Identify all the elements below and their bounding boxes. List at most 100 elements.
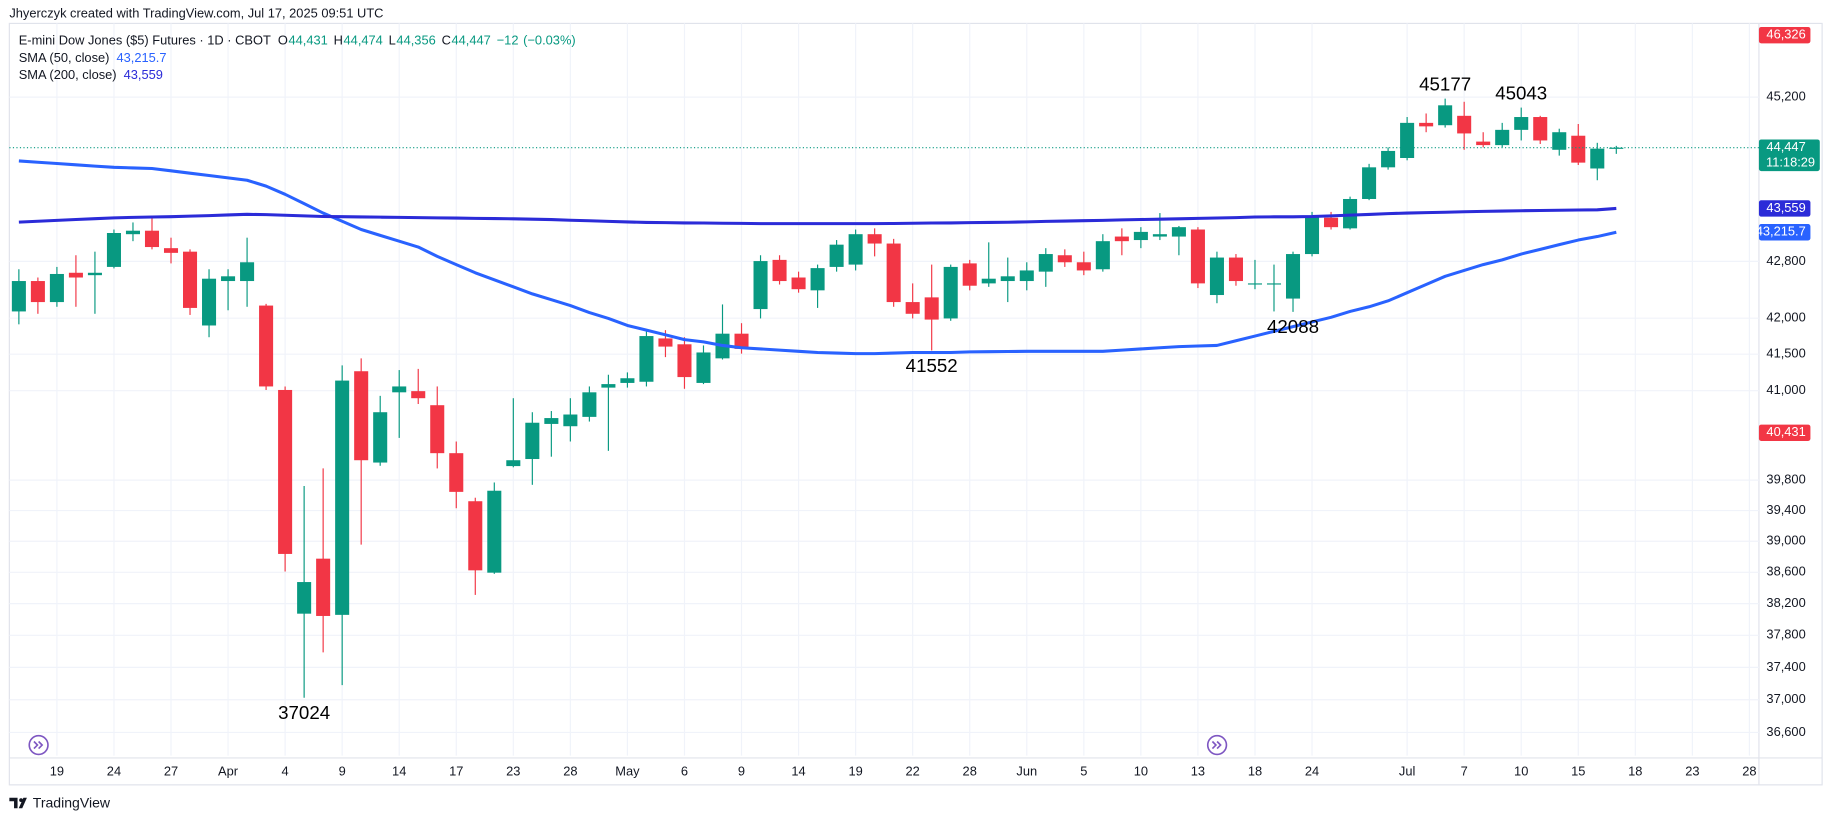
y-tick-label: 42,800 [1766,253,1805,268]
x-tick-label: 14 [791,763,805,778]
tradingview-logo [9,797,27,809]
y-tick-label: 41,000 [1766,382,1805,397]
candle-body [259,305,274,387]
candle-body [525,422,540,460]
legend-entry: SMA (200, close) [19,67,117,82]
x-tick-label: 6 [681,763,688,778]
candle-body [1133,231,1148,241]
marker-icon[interactable] [1206,734,1228,756]
annotation: 37024 [278,702,330,723]
change-value: −12 [497,32,519,47]
sma-value-label: 43,559 [1766,200,1805,215]
candle-body [30,281,45,303]
x-tick-label: 18 [1248,763,1262,778]
candle-body [1609,147,1624,149]
candle-body [1590,148,1605,169]
candle-body [1419,122,1434,127]
x-tick-label: 9 [339,763,346,778]
x-tick-label: 23 [1685,763,1699,778]
candle-body [753,261,768,310]
x-tick-label: 23 [506,763,520,778]
legend-value: 43,215.7 [116,50,166,65]
candle-body [601,384,616,388]
candle-body [1019,270,1034,282]
candle-body [1171,227,1186,237]
candle-body [867,234,882,244]
candle-body [278,389,293,554]
candle-body [1114,236,1129,242]
x-tick-label: 14 [392,763,406,778]
candle-body [1038,254,1053,272]
candle-body [392,386,407,393]
candle-body [886,243,901,303]
candle-body [962,263,977,286]
x-tick-label: 22 [906,763,920,778]
candle-body [582,392,597,417]
ohlc-value: 44,447 [451,32,490,47]
current-price-label: 44,447 [1766,139,1805,154]
x-tick-label: Apr [218,763,239,778]
y-tick-label: 36,600 [1766,724,1805,739]
x-tick-label: 28 [963,763,977,778]
price-marker-box [1758,424,1811,441]
x-tick-label: 9 [738,763,745,778]
candle-body [696,352,711,383]
candle-body [544,418,559,424]
x-tick-label: 24 [107,763,121,778]
symbol-title: E-mini Dow Jones ($5) Futures · 1D · CBO… [19,32,271,47]
candle-body [924,297,939,320]
candle-body [848,234,863,265]
y-tick-label: 37,400 [1766,659,1805,674]
ohlc-value: 44,431 [288,32,327,47]
candle-body [240,262,255,282]
ohlc-key: L [389,32,396,47]
sma-line [18,206,1617,226]
x-tick-label: 27 [164,763,178,778]
y-tick-label: 39,400 [1766,502,1805,517]
price-marker-label: 40,431 [1766,424,1805,439]
candle-body [905,302,920,314]
candle-body [1000,276,1015,282]
candle-body [1266,283,1282,285]
candle-body [943,266,958,319]
candle-body [1190,229,1205,284]
candle-body [1057,255,1072,263]
y-tick-label: 37,800 [1766,627,1805,642]
y-tick-label: 39,800 [1766,472,1805,487]
x-tick-label: 5 [1080,763,1087,778]
marker-icon[interactable] [28,734,49,756]
candle-body [810,268,825,291]
sma-value-box [1758,200,1811,217]
y-tick-label: 42,000 [1766,310,1805,325]
annotation: 42088 [1267,316,1319,337]
plot [9,98,1759,698]
candle-body [1209,257,1224,296]
candle-body [316,558,331,616]
candle-body [1381,150,1396,168]
candle-body [449,453,464,492]
candle-body [1095,241,1110,270]
candle-body [1495,129,1510,146]
y-tick-label: 41,500 [1766,346,1805,361]
x-tick-label: 28 [1742,763,1756,778]
x-tick-label: Jul [1399,763,1415,778]
x-tick-label: 24 [1305,763,1319,778]
candle-body [468,501,483,571]
candle-body [1247,283,1263,285]
x-tick-label: 7 [1461,763,1468,778]
candle-body [1476,141,1491,146]
candle-body [163,248,179,253]
candle-body [335,380,350,615]
candle-body [125,230,140,235]
ohlc-key: H [334,32,343,47]
current-price-box [1758,139,1820,172]
legend-value: 43,559 [124,67,163,82]
candle-body [202,278,217,326]
candle-body [563,414,578,427]
annotation: 45177 [1419,74,1471,95]
y-tick-label: 45,200 [1766,89,1805,104]
candle-body [430,405,445,454]
candle-body [49,273,64,303]
candle-body [506,460,521,467]
